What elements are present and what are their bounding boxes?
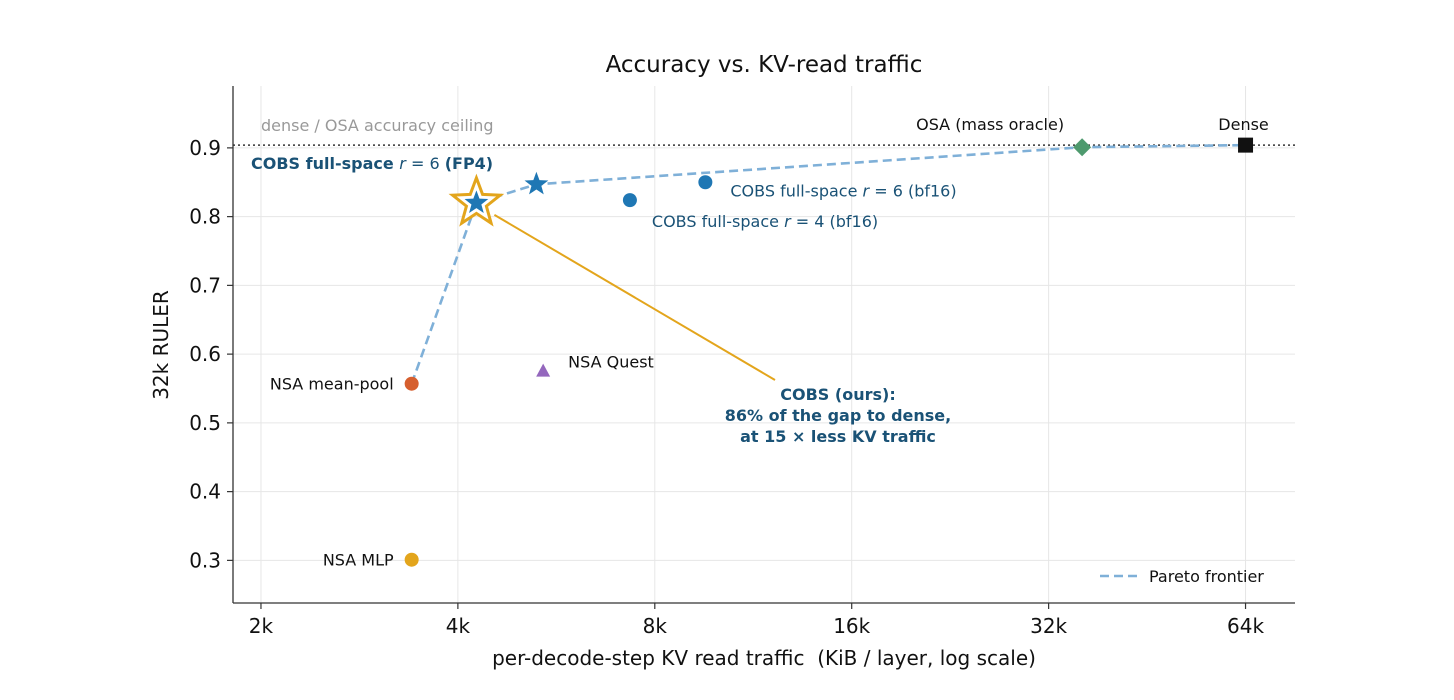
cobs-bf16-label: COBS full-space r = 4 (bf16) <box>652 212 878 231</box>
annotation-arrow <box>493 214 776 381</box>
point-marker <box>698 175 713 190</box>
dense-marker <box>1238 137 1254 153</box>
y-tick-label: 0.4 <box>189 480 221 504</box>
y-tick-label: 0.7 <box>189 273 221 297</box>
ceiling-line: dense / OSA accuracy ceiling <box>233 116 1295 146</box>
data-points <box>404 137 1254 567</box>
annotation-line: at 15 × less KV traffic <box>740 427 936 446</box>
annotation-arrow-line <box>493 214 776 381</box>
cobs-fp4-label: COBS full-space r = 6 (FP4) <box>251 154 493 173</box>
x-axis-label: per-decode-step KV read traffic (KiB / l… <box>492 646 1036 670</box>
x-tick-label: 64k <box>1227 614 1264 638</box>
annotation: COBS (ours): 86% of the gap to dense, at 1… <box>725 385 951 446</box>
grid <box>233 86 1295 603</box>
point-marker <box>622 193 637 208</box>
point-marker <box>404 552 419 567</box>
point-labels: Dense OSA (mass oracle) NSA mean-pool NSA M… <box>251 115 1269 570</box>
y-tick-label: 0.6 <box>189 342 221 366</box>
legend: Pareto frontier <box>1100 567 1264 586</box>
x-tick-label: 32k <box>1030 614 1067 638</box>
ceiling-label: dense / OSA accuracy ceiling <box>261 116 494 135</box>
chart-title: Accuracy vs. KV-read traffic <box>606 52 923 78</box>
legend-label: Pareto frontier <box>1149 567 1264 586</box>
star-marker <box>524 171 549 195</box>
triangle-marker <box>536 363 551 377</box>
annotation-line: 86% of the gap to dense, <box>725 406 951 425</box>
nsa-mlp-label: NSA MLP <box>323 551 394 570</box>
dense-label: Dense <box>1218 115 1268 134</box>
axes: 2k 4k 8k 16k 32k 64k 0.3 0.4 0.5 0.6 0.7 0.8 0.9 <box>189 86 1295 638</box>
nsa-quest-label: NSA Quest <box>568 353 654 372</box>
nsa-mean-pool-label: NSA mean-pool <box>270 375 394 394</box>
x-tick-label: 16k <box>833 614 870 638</box>
y-tick-label: 0.9 <box>189 136 221 160</box>
osa-marker <box>1073 138 1092 157</box>
star-marker <box>464 190 489 213</box>
point-marker <box>404 376 419 391</box>
annotation-line: COBS (ours): <box>780 385 895 404</box>
cobs-bf16-label: COBS full-space r = 6 (bf16) <box>730 181 956 200</box>
osa-label: OSA (mass oracle) <box>916 115 1064 134</box>
y-tick-label: 0.3 <box>189 548 221 572</box>
y-axis-label: 32k RULER <box>149 290 173 400</box>
x-tick-label: 2k <box>249 614 274 638</box>
y-tick-label: 0.8 <box>189 205 221 229</box>
x-tick-label: 8k <box>643 614 668 638</box>
x-tick-label: 4k <box>446 614 471 638</box>
y-tick-label: 0.5 <box>189 411 221 435</box>
